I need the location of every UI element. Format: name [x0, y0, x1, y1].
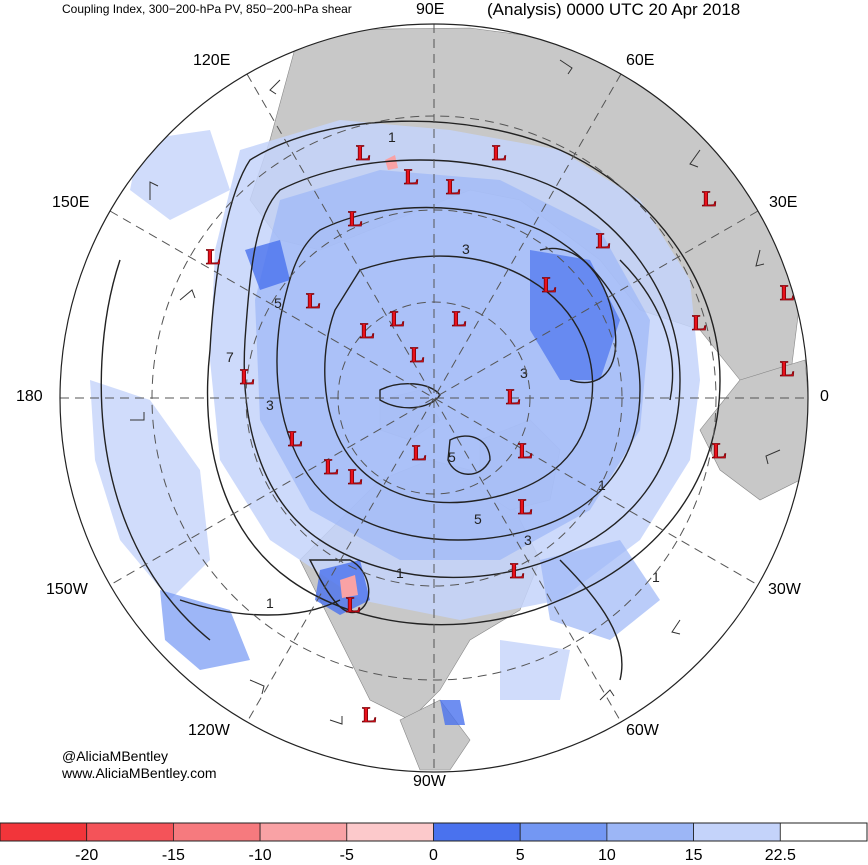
- colorbar-tick-label: 15: [684, 847, 703, 864]
- low-marker: L: [362, 702, 377, 727]
- low-marker: L: [712, 438, 727, 463]
- low-marker: L: [324, 454, 339, 479]
- low-marker: L: [348, 464, 363, 489]
- contour-label: 3: [266, 397, 274, 413]
- low-marker: L: [780, 356, 795, 381]
- analysis-time: (Analysis) 0000 UTC 20 Apr 2018: [487, 0, 741, 19]
- wind-barbs: [130, 59, 781, 725]
- pv-contours: [100, 120, 721, 681]
- author-website: www.AliciaMBentley.com: [62, 765, 217, 781]
- contour-label: 1: [598, 477, 606, 493]
- lon-label-60e: 60E: [626, 52, 655, 69]
- low-marker: L: [410, 342, 425, 367]
- colorbar-cell: [693, 822, 781, 842]
- low-marker: L: [360, 318, 375, 343]
- colorbar-tick-label: 10: [597, 847, 616, 864]
- low-marker: L: [412, 440, 427, 465]
- low-marker: L: [356, 140, 371, 165]
- author-handle: @AliciaMBentley: [62, 748, 169, 764]
- low-marker: L: [206, 244, 221, 269]
- low-marker: L: [240, 364, 255, 389]
- low-marker: L: [542, 272, 557, 297]
- colorbar-tick-label: 22.5: [764, 847, 796, 864]
- lon-label-90w: 90W: [413, 773, 446, 790]
- contour-label: 5: [448, 449, 456, 465]
- colorbar-cell: [86, 822, 174, 842]
- colorbar-frame: [0, 822, 868, 842]
- low-marker: L: [288, 426, 303, 451]
- low-marker: L: [518, 438, 533, 463]
- low-marker: L: [492, 140, 507, 165]
- map-title: Coupling Index, 300−200-hPa PV, 850−200-…: [62, 2, 352, 16]
- low-marker: L: [390, 306, 405, 331]
- colorbar-cell: [606, 822, 695, 842]
- low-marker: L: [452, 306, 467, 331]
- low-markers: L L L L L L L L L L L L L L L L L L L L …: [206, 140, 795, 728]
- low-marker: L: [446, 174, 461, 199]
- contour-label: 5: [274, 295, 282, 311]
- low-marker: L: [518, 494, 533, 519]
- low-marker: L: [510, 558, 525, 583]
- contour-label: 7: [226, 349, 234, 365]
- land-europe: [699, 359, 808, 501]
- colorbar-cell: [172, 822, 261, 842]
- lon-label-120w: 120W: [188, 722, 230, 739]
- low-marker: L: [348, 206, 363, 231]
- contour-label: 1: [652, 569, 660, 585]
- colorbar-cell: [519, 822, 608, 842]
- colorbar-cell: [433, 822, 521, 842]
- contour-label: 5: [474, 511, 482, 527]
- lon-label-150w: 150W: [46, 581, 88, 598]
- low-marker: L: [702, 186, 717, 211]
- low-marker: L: [306, 288, 321, 313]
- contour-label: 3: [524, 532, 532, 548]
- colorbar: [0, 822, 868, 842]
- contour-labels: 1 3 5 7 3 5 5 3 1 1 1 3 1: [226, 129, 660, 611]
- low-marker: L: [596, 228, 611, 253]
- colorbar-tick-label: -20: [75, 847, 99, 864]
- contour-label: 3: [462, 241, 470, 257]
- contour-label: 1: [396, 565, 404, 581]
- colorbar-tick-label: -10: [248, 847, 272, 864]
- colorbar-tick-label: 5: [515, 847, 525, 864]
- lon-label-60w: 60W: [626, 722, 659, 739]
- low-marker: L: [346, 592, 361, 617]
- contour-label: 1: [388, 129, 396, 145]
- colorbar-tick-label: -5: [339, 847, 354, 864]
- contour-label: 3: [520, 365, 528, 381]
- lon-label-180: 180: [16, 388, 43, 405]
- contour-label: 1: [266, 595, 274, 611]
- lon-label-150e: 150E: [52, 194, 90, 211]
- low-marker: L: [692, 310, 707, 335]
- lon-label-0: 0: [820, 388, 829, 405]
- colorbar-cell: [346, 822, 434, 842]
- colorbar-cell: [0, 822, 88, 842]
- low-marker: L: [506, 384, 521, 409]
- graticule: [60, 24, 808, 772]
- lon-label-30w: 30W: [768, 581, 801, 598]
- lon-label-30e: 30E: [769, 194, 798, 211]
- lon-label-120e: 120E: [193, 52, 231, 69]
- lon-label-90e: 90E: [416, 1, 445, 18]
- map-boundary: [59, 23, 809, 773]
- colorbar-cell: [259, 822, 348, 842]
- colorbar-tick-label: 0: [429, 847, 438, 864]
- low-marker: L: [404, 164, 419, 189]
- colorbar-cell: [779, 822, 868, 842]
- colorbar-tick-label: -15: [161, 847, 185, 864]
